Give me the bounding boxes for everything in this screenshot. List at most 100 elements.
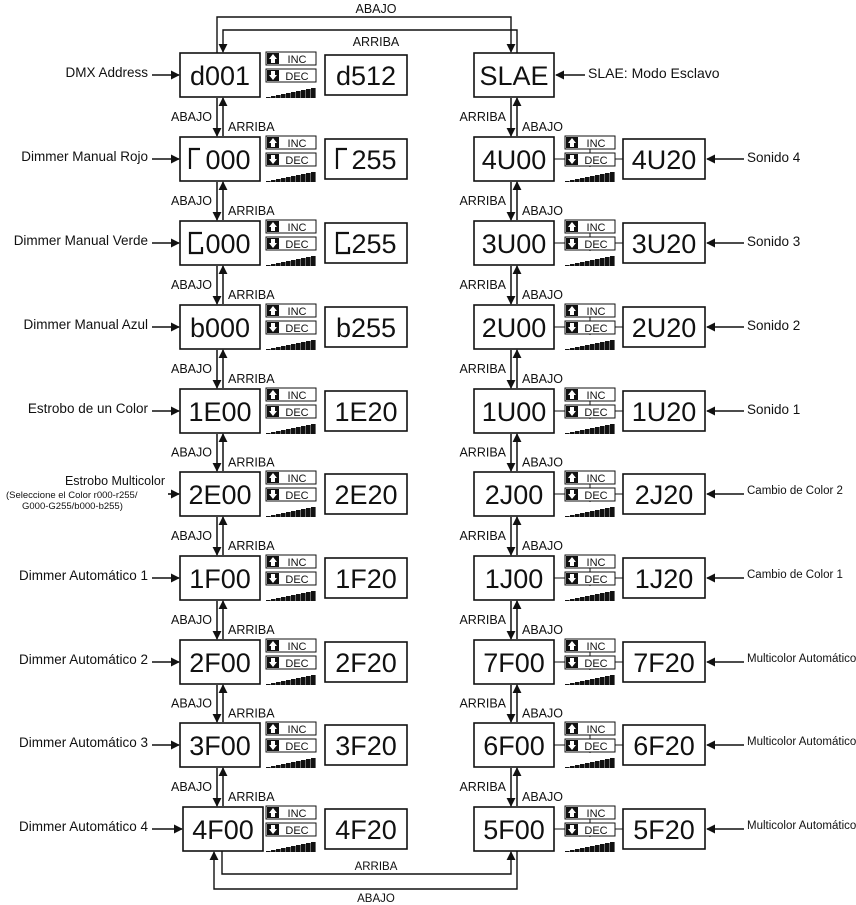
left-row-4-ramp-bar xyxy=(276,347,281,350)
left-row-4-inc-label: INC xyxy=(288,306,307,318)
left-row-1-inc-label: INC xyxy=(288,54,307,66)
left-row-7-start-box xyxy=(179,555,261,601)
left-row-1-ramp-bar xyxy=(306,89,311,98)
right-row-9-ramp-bar xyxy=(590,762,595,768)
left-row-10-ramp-bar xyxy=(271,850,276,852)
left-row-5-ramp-bar xyxy=(276,431,281,434)
left-row-9-down-arrow-glyph-icon xyxy=(269,741,277,750)
left-row-7-start-value: 1F00 xyxy=(189,564,251,594)
right-row-3-ramp-bar xyxy=(610,256,615,266)
left-row-8-start-value: 2F00 xyxy=(189,648,251,678)
right-row-1-start-value: SLAE xyxy=(479,61,548,91)
left-row-4-start-value: b000 xyxy=(190,313,250,343)
left-row-4-up-arrow-glyph-icon xyxy=(269,306,277,315)
left-row-4-ramp-bar xyxy=(301,342,306,350)
left-row-5-ramp-bar xyxy=(286,429,291,434)
left-row-10-ramp-bar xyxy=(291,846,296,852)
right-row-5-ramp-bar xyxy=(610,424,615,434)
right-row-4-ramp-bar xyxy=(600,342,605,350)
right-row-10-ramp-bar xyxy=(580,848,585,852)
right-row-10-ramp-bar xyxy=(605,843,610,852)
right-row-5-ramp-bar xyxy=(595,427,600,434)
right-row-6-down-arrow-glyph-icon xyxy=(568,490,576,499)
left-row-5-ramp-bar xyxy=(306,425,311,434)
left-row-7-end-value: 1F20 xyxy=(335,564,397,594)
right-row-8-ramp-bar xyxy=(600,677,605,685)
right-step-1-down-label: ABAJO xyxy=(522,120,563,134)
left-row-3-ramp-bar xyxy=(306,257,311,266)
left-row-3-start-value: 000 xyxy=(205,229,250,259)
right-row-4-start-box xyxy=(473,304,555,350)
right-row-4-ramp-bar xyxy=(590,344,595,350)
right-row-6-start-box xyxy=(473,471,555,517)
right-row-3-ramp-bar xyxy=(565,265,570,266)
right-row-8-ramp-bar xyxy=(595,678,600,685)
left-row-8-ramp-bar xyxy=(291,679,296,685)
left-row-9-start-box xyxy=(179,722,261,768)
left-row-1-end-value: d512 xyxy=(336,61,396,91)
right-row-8-start-box xyxy=(473,639,555,685)
right-row-10-ramp-bar xyxy=(585,847,590,852)
right-row-7-ramp-bar xyxy=(610,591,615,601)
left-row-1-ramp-bar xyxy=(276,95,281,98)
right-row-4-up-arrow-glyph-icon xyxy=(568,306,576,315)
left-row-8-ramp-bar xyxy=(301,677,306,685)
left-row-2-ramp-bar xyxy=(276,179,281,182)
right-row-5-ramp-bar xyxy=(585,429,590,434)
right-row-1-label: SLAE: Modo Esclavo xyxy=(588,65,720,81)
left-row-5-end-value: 1E20 xyxy=(334,397,397,427)
left-row-8-ramp-bar xyxy=(281,681,286,685)
right-step-1-up-label: ARRIBA xyxy=(459,110,506,124)
left-row-5-ramp-bar xyxy=(271,432,276,434)
left-row-7-ramp-bar xyxy=(311,591,316,601)
left-row-9-up-arrow-glyph-icon xyxy=(269,724,277,733)
right-row-6-end-box xyxy=(622,473,706,515)
left-row-5-ramp-bar xyxy=(281,430,286,434)
left-row-4-start-box xyxy=(179,304,261,350)
right-row-8-ramp-bar xyxy=(610,675,615,685)
left-row-1-ramp-bar xyxy=(291,92,296,98)
right-row-7-ramp-bar xyxy=(565,600,570,601)
bottom-arriba-link-arrow xyxy=(221,851,516,875)
left-row-3-ramp-bar xyxy=(296,259,301,266)
right-row-5-ramp-bar xyxy=(565,433,570,434)
right-row-4-start-value: 2U00 xyxy=(482,313,547,343)
left-row-4-end-value: b255 xyxy=(336,313,396,343)
left-row-7-ramp-bar xyxy=(301,593,306,601)
right-step-4-up-label: ARRIBA xyxy=(459,362,506,376)
left-row-6-note-line-1: (Seleccione el Color r000-r255/ xyxy=(6,490,138,501)
left-step-1-up-label: ARRIBA xyxy=(228,120,275,134)
right-step-6-up-label: ARRIBA xyxy=(459,529,506,543)
left-row-7-ramp-bar xyxy=(286,596,291,601)
left-row-9-ramp-bar xyxy=(286,763,291,768)
right-row-10-start-box xyxy=(473,806,555,852)
left-row-3-ramp-bar xyxy=(281,262,286,266)
right-row-10-start-value: 5F00 xyxy=(483,815,545,845)
left-row-7-ramp-bar xyxy=(276,598,281,601)
left-step-7-down-label: ABAJO xyxy=(171,613,212,627)
left-row-8-ramp-bar xyxy=(286,680,291,685)
left-row-2-dec-label: DEC xyxy=(285,155,308,167)
right-row-2-ramp-bar xyxy=(565,181,570,182)
left-row-3-end-value: 255 xyxy=(351,229,396,259)
left-step-3-up-label: ARRIBA xyxy=(228,288,275,302)
right-row-6-up-arrow-glyph-icon xyxy=(568,473,576,482)
left-row-5-ramp-bar xyxy=(311,424,316,434)
right-row-6-ramp-bar xyxy=(590,511,595,517)
right-row-5-up-arrow-glyph-icon xyxy=(568,390,576,399)
left-row-6-end-box xyxy=(324,473,408,515)
left-step-9-down-label: ABAJO xyxy=(171,780,212,794)
right-row-1-start-box xyxy=(473,52,555,98)
left-row-10-inc-label: INC xyxy=(288,808,307,820)
left-row-2-down-arrow-glyph-icon xyxy=(269,155,277,164)
right-row-6-ramp-bar xyxy=(585,512,590,517)
left-step-2-down-label: ABAJO xyxy=(171,194,212,208)
right-row-6-dec-label: DEC xyxy=(584,490,607,502)
left-row-3-inc-label: INC xyxy=(288,222,307,234)
right-row-5-end-box xyxy=(622,390,706,432)
left-row-8-ramp-bar xyxy=(276,682,281,685)
left-row-9-ramp-bar xyxy=(291,762,296,768)
left-row-8-dec-label: DEC xyxy=(285,658,308,670)
left-row-4-ramp-bar xyxy=(296,343,301,350)
right-row-9-end-box xyxy=(622,724,706,766)
